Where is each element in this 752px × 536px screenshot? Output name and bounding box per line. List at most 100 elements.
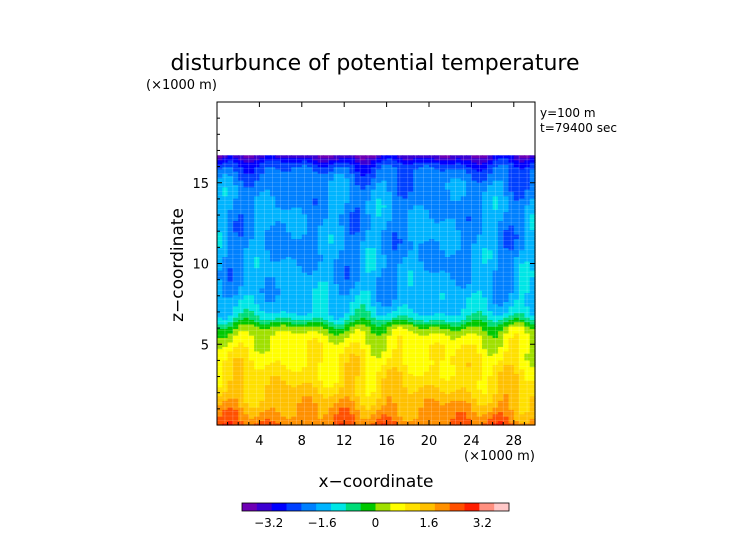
field-cell xyxy=(238,373,245,377)
field-cell xyxy=(397,382,404,386)
field-cell xyxy=(391,346,398,350)
field-cell xyxy=(264,398,271,401)
field-cell xyxy=(296,386,303,390)
field-cell xyxy=(232,350,239,354)
field-cell xyxy=(344,404,351,408)
field-cell xyxy=(270,384,276,388)
field-cell xyxy=(397,420,404,424)
field-cell xyxy=(460,330,467,334)
field-cell xyxy=(291,395,298,399)
field-cell xyxy=(280,420,287,424)
field-cell xyxy=(376,339,382,343)
field-cell xyxy=(407,337,414,341)
field-cell xyxy=(508,348,515,352)
field-cell xyxy=(243,341,250,345)
field-cell xyxy=(243,368,250,372)
field-cell xyxy=(492,416,499,419)
field-cell xyxy=(370,420,377,424)
field-cell xyxy=(397,373,404,377)
field-cell xyxy=(402,366,409,370)
field-cell xyxy=(254,344,260,347)
field-cell xyxy=(407,375,414,379)
field-cell xyxy=(471,359,478,363)
field-cell xyxy=(285,357,292,361)
field-cell xyxy=(418,355,425,359)
field-cell xyxy=(397,353,404,356)
field-cell xyxy=(466,359,472,363)
field-cell xyxy=(238,357,245,361)
field-cell xyxy=(370,416,377,419)
field-cell xyxy=(291,386,298,390)
field-cell xyxy=(439,391,446,395)
field-cell xyxy=(513,389,520,392)
field-cell xyxy=(423,357,430,361)
field-cell xyxy=(307,350,313,354)
field-cell xyxy=(344,389,351,392)
field-cell xyxy=(312,418,319,422)
field-cell xyxy=(450,332,457,336)
field-cell xyxy=(285,362,292,365)
field-cell xyxy=(471,418,478,422)
field-cell xyxy=(460,420,467,424)
field-cell xyxy=(397,393,404,397)
field-cell xyxy=(227,373,234,377)
field-cell xyxy=(402,375,409,379)
field-cell xyxy=(529,402,536,406)
field-cell xyxy=(328,353,335,356)
field-cell xyxy=(370,413,377,417)
field-cell xyxy=(492,350,499,354)
field-cell xyxy=(238,339,245,343)
field-cell xyxy=(450,422,457,426)
field-cell xyxy=(524,386,531,390)
field-cell xyxy=(391,422,398,426)
field-cell xyxy=(429,344,435,347)
field-cell xyxy=(466,416,472,419)
field-cell xyxy=(444,404,451,408)
field-cell xyxy=(487,384,494,388)
field-cell xyxy=(291,411,298,415)
field-cell xyxy=(497,420,504,424)
field-cell xyxy=(317,400,324,404)
field-cell xyxy=(328,355,335,359)
field-cell xyxy=(317,407,324,410)
field-cell xyxy=(423,416,430,419)
field-cell xyxy=(519,366,525,370)
field-cell xyxy=(376,353,382,356)
field-cell xyxy=(407,393,414,397)
field-cell xyxy=(243,413,250,417)
field-cell xyxy=(338,377,345,381)
field-cell xyxy=(227,362,234,365)
field-cell xyxy=(264,366,271,370)
field-cell xyxy=(338,400,345,404)
field-cell xyxy=(296,377,303,381)
field-cell xyxy=(222,366,229,370)
field-cell xyxy=(418,332,425,336)
field-cell xyxy=(217,422,223,426)
field-cell xyxy=(487,422,494,426)
field-cell xyxy=(317,416,324,419)
field-cell xyxy=(301,350,308,354)
field-cell xyxy=(217,353,223,356)
field-cell xyxy=(434,400,441,404)
field-cell xyxy=(413,362,419,365)
field-cell xyxy=(222,413,229,417)
field-cell xyxy=(354,364,361,368)
field-cell xyxy=(285,346,292,350)
field-cell xyxy=(482,350,488,354)
field-cell xyxy=(460,393,467,397)
field-cell xyxy=(376,330,382,334)
field-cell xyxy=(291,348,298,352)
field-cell xyxy=(307,353,313,356)
field-cell xyxy=(323,330,329,334)
field-cell xyxy=(407,389,414,392)
field-cell xyxy=(222,337,229,341)
field-cell xyxy=(328,371,335,374)
field-cell xyxy=(497,353,504,356)
field-cell xyxy=(471,395,478,399)
field-cell xyxy=(423,422,430,426)
field-cell xyxy=(259,382,266,386)
field-cell xyxy=(492,409,499,413)
field-cell xyxy=(254,416,260,419)
field-cell xyxy=(386,355,393,359)
field-cell xyxy=(222,420,229,424)
